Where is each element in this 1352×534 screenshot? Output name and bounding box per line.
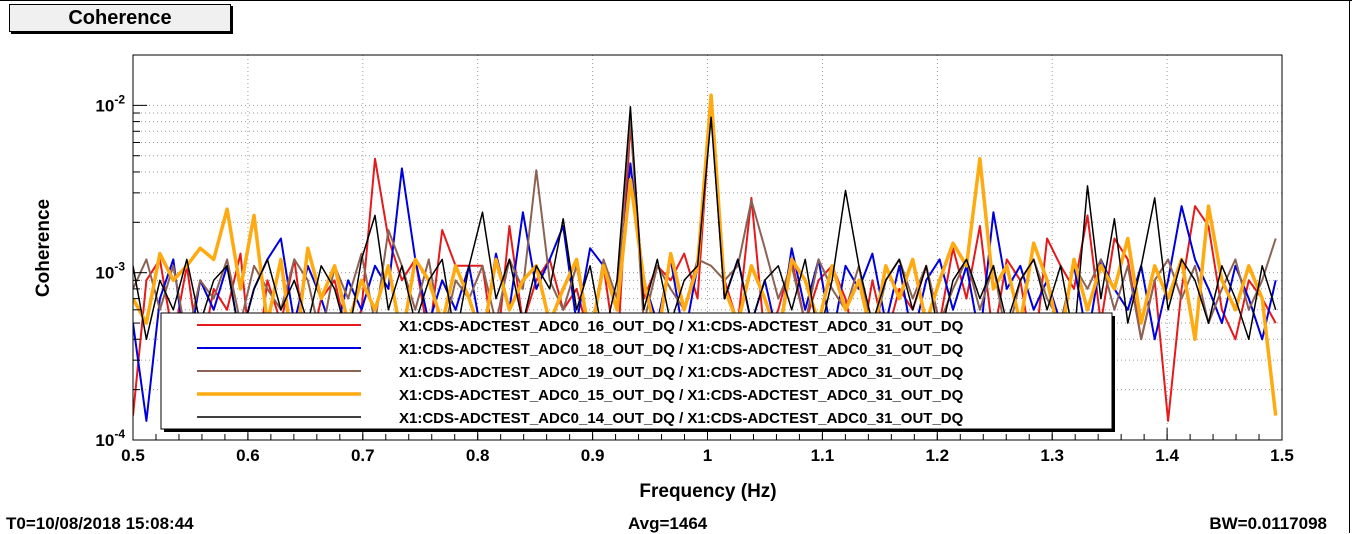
x-axis-label: Frequency (Hz) bbox=[639, 481, 776, 502]
x-tick-label: 1.5 bbox=[1270, 446, 1294, 465]
y-tick-label: 10-2 bbox=[95, 92, 125, 115]
x-tick-label: 0.9 bbox=[581, 446, 605, 465]
frame-top-border bbox=[0, 0, 1352, 1]
y-tick-label: 10-3 bbox=[95, 260, 125, 283]
legend-label-4: X1:CDS-ADCTEST_ADC0_15_OUT_DQ / X1:CDS-A… bbox=[399, 387, 964, 404]
chart-title: Coherence bbox=[9, 4, 231, 32]
x-tick-label: 0.8 bbox=[466, 446, 490, 465]
x-tick-label: 1.2 bbox=[925, 446, 949, 465]
x-tick-label: 1.1 bbox=[811, 446, 835, 465]
x-tick-label: 1.3 bbox=[1040, 446, 1064, 465]
frame-right-border bbox=[1349, 0, 1350, 533]
y-axis-label: Coherence bbox=[33, 199, 54, 297]
series-line-5 bbox=[133, 106, 1277, 341]
x-tick-label: 1 bbox=[703, 446, 712, 465]
bandwidth-value: BW=0.0117098 bbox=[1209, 514, 1327, 533]
series-line-4 bbox=[133, 93, 1278, 416]
axes-layer: 0.5 0.6 0.7 0.8 0.9 1 1.1 1.2 1.3 1.4 1.5 10-4 10-3 1… bbox=[95, 54, 1294, 465]
legend: X1:CDS-ADCTEST_ADC0_16_OUT_DQ / X1:CDS-A… bbox=[160, 312, 1115, 432]
t0-timestamp: T0=10/08/2018 15:08:44 bbox=[6, 514, 194, 533]
legend-label-1: X1:CDS-ADCTEST_ADC0_16_OUT_DQ / X1:CDS-A… bbox=[399, 318, 964, 335]
legend-label-2: X1:CDS-ADCTEST_ADC0_18_OUT_DQ / X1:CDS-A… bbox=[399, 341, 964, 358]
legend-label-5: X1:CDS-ADCTEST_ADC0_14_OUT_DQ / X1:CDS-A… bbox=[399, 410, 964, 427]
plot-frame bbox=[132, 54, 1283, 441]
x-tick-label: 0.6 bbox=[236, 446, 260, 465]
legend-label-3: X1:CDS-ADCTEST_ADC0_19_OUT_DQ / X1:CDS-A… bbox=[399, 364, 964, 381]
x-tick-label: 1.4 bbox=[1155, 446, 1179, 465]
x-tick-label: 0.7 bbox=[351, 446, 375, 465]
y-tick-label: 10-4 bbox=[95, 427, 125, 450]
x-tick-label: 0.5 bbox=[121, 446, 145, 465]
avg-count: Avg=1464 bbox=[628, 514, 708, 533]
